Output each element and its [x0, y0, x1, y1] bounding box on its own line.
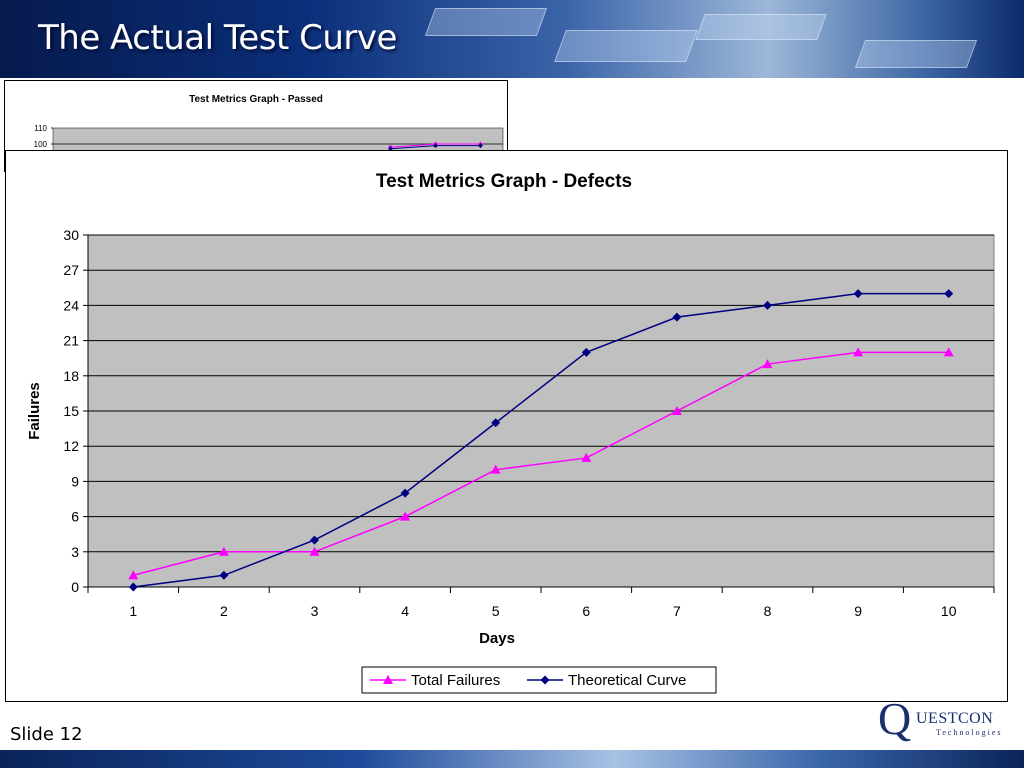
x-tick-label: 6 [582, 603, 590, 619]
x-tick-label: 10 [941, 603, 957, 619]
passed-y-tick-label: 110 [34, 124, 47, 133]
logo-letter: Q [878, 693, 912, 744]
theoretical-curve-point [491, 418, 501, 428]
banner-decoration [424, 8, 548, 36]
total-failures-point [581, 452, 592, 462]
y-tick-label: 9 [71, 473, 79, 489]
x-tick-label: 9 [854, 603, 862, 619]
total-failures-point [128, 570, 139, 580]
x-tick-label: 2 [220, 603, 228, 619]
theoretical-curve-point [853, 289, 863, 299]
x-tick-label: 7 [673, 603, 681, 619]
y-axis-label: Failures [26, 382, 43, 440]
total-failures-point [400, 511, 411, 521]
theoretical-curve-point [581, 347, 591, 357]
chart-legend: Total Failures Theoretical Curve [361, 666, 717, 694]
x-tick-label: 8 [764, 603, 772, 619]
legend-marker [383, 675, 393, 684]
total-failures-line [133, 351, 949, 576]
logo-subtitle: Technologies [936, 728, 1003, 737]
company-logo: Q UESTCON Technologies [876, 696, 1022, 748]
legend-label: Total Failures [411, 672, 500, 689]
x-tick-label: 5 [492, 603, 500, 619]
total-failures-point [762, 359, 773, 369]
banner-decoration [554, 30, 698, 62]
y-tick-label: 15 [63, 403, 79, 419]
theoretical-curve-point [944, 289, 954, 299]
theoretical-curve-point [400, 488, 410, 498]
title-banner: The Actual Test Curve [0, 0, 1024, 78]
slide-number: Slide 12 [10, 724, 83, 745]
x-tick-label: 4 [401, 603, 409, 619]
x-tick-label: 3 [311, 603, 319, 619]
theoretical-curve-point [672, 312, 682, 322]
total-failures-point [671, 406, 682, 415]
logo-name: UESTCON [916, 710, 994, 727]
passed-series-point [433, 143, 438, 149]
total-failures-point [309, 546, 320, 556]
y-tick-label: 24 [63, 297, 79, 313]
theoretical-curve-point [310, 535, 319, 545]
y-tick-label: 12 [63, 438, 79, 454]
total-failures-point [218, 546, 229, 556]
passed-series-point [478, 143, 483, 149]
defects-chart: Test Metrics Graph - Defects 0 3 6 9 12 15 18 2… [5, 150, 1008, 702]
y-tick-label: 27 [63, 262, 79, 278]
legend-label: Theoretical Curve [568, 672, 686, 689]
y-tick-label: 3 [71, 544, 79, 560]
defects-chart-title: Test Metrics Graph - Defects [376, 171, 632, 192]
footer-band [0, 750, 1024, 768]
x-tick-label: 1 [129, 603, 137, 619]
banner-decoration [695, 14, 827, 40]
y-tick-label: 21 [63, 333, 79, 349]
banner-decoration [854, 40, 978, 68]
x-axis-label: Days [479, 630, 515, 647]
y-tick-label: 0 [71, 579, 79, 595]
theoretical-curve-point [219, 570, 229, 580]
theoretical-curve-line [133, 292, 949, 588]
theoretical-curve-point [763, 300, 772, 310]
defects-chart-svg: Test Metrics Graph - Defects 03691215182… [26, 171, 995, 694]
theoretical-curve-point [128, 582, 138, 592]
y-tick-label: 30 [63, 227, 79, 243]
total-failures-point [943, 347, 954, 357]
passed-chart-title: Test Metrics Graph - Passed [189, 94, 323, 105]
total-failures-point [853, 347, 864, 357]
y-tick-label: 6 [71, 509, 79, 525]
y-tick-label: 18 [63, 368, 79, 384]
total-failures-point [490, 464, 501, 474]
passed-y-tick-label: 100 [34, 140, 48, 149]
legend-marker [540, 675, 550, 685]
slide-title: The Actual Test Curve [38, 18, 397, 58]
